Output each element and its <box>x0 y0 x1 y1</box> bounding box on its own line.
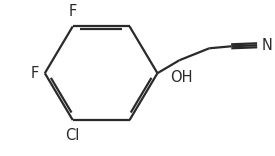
Text: OH: OH <box>170 70 192 85</box>
Text: Cl: Cl <box>65 128 80 143</box>
Text: F: F <box>69 4 77 19</box>
Text: N: N <box>262 38 273 53</box>
Text: F: F <box>31 66 39 81</box>
